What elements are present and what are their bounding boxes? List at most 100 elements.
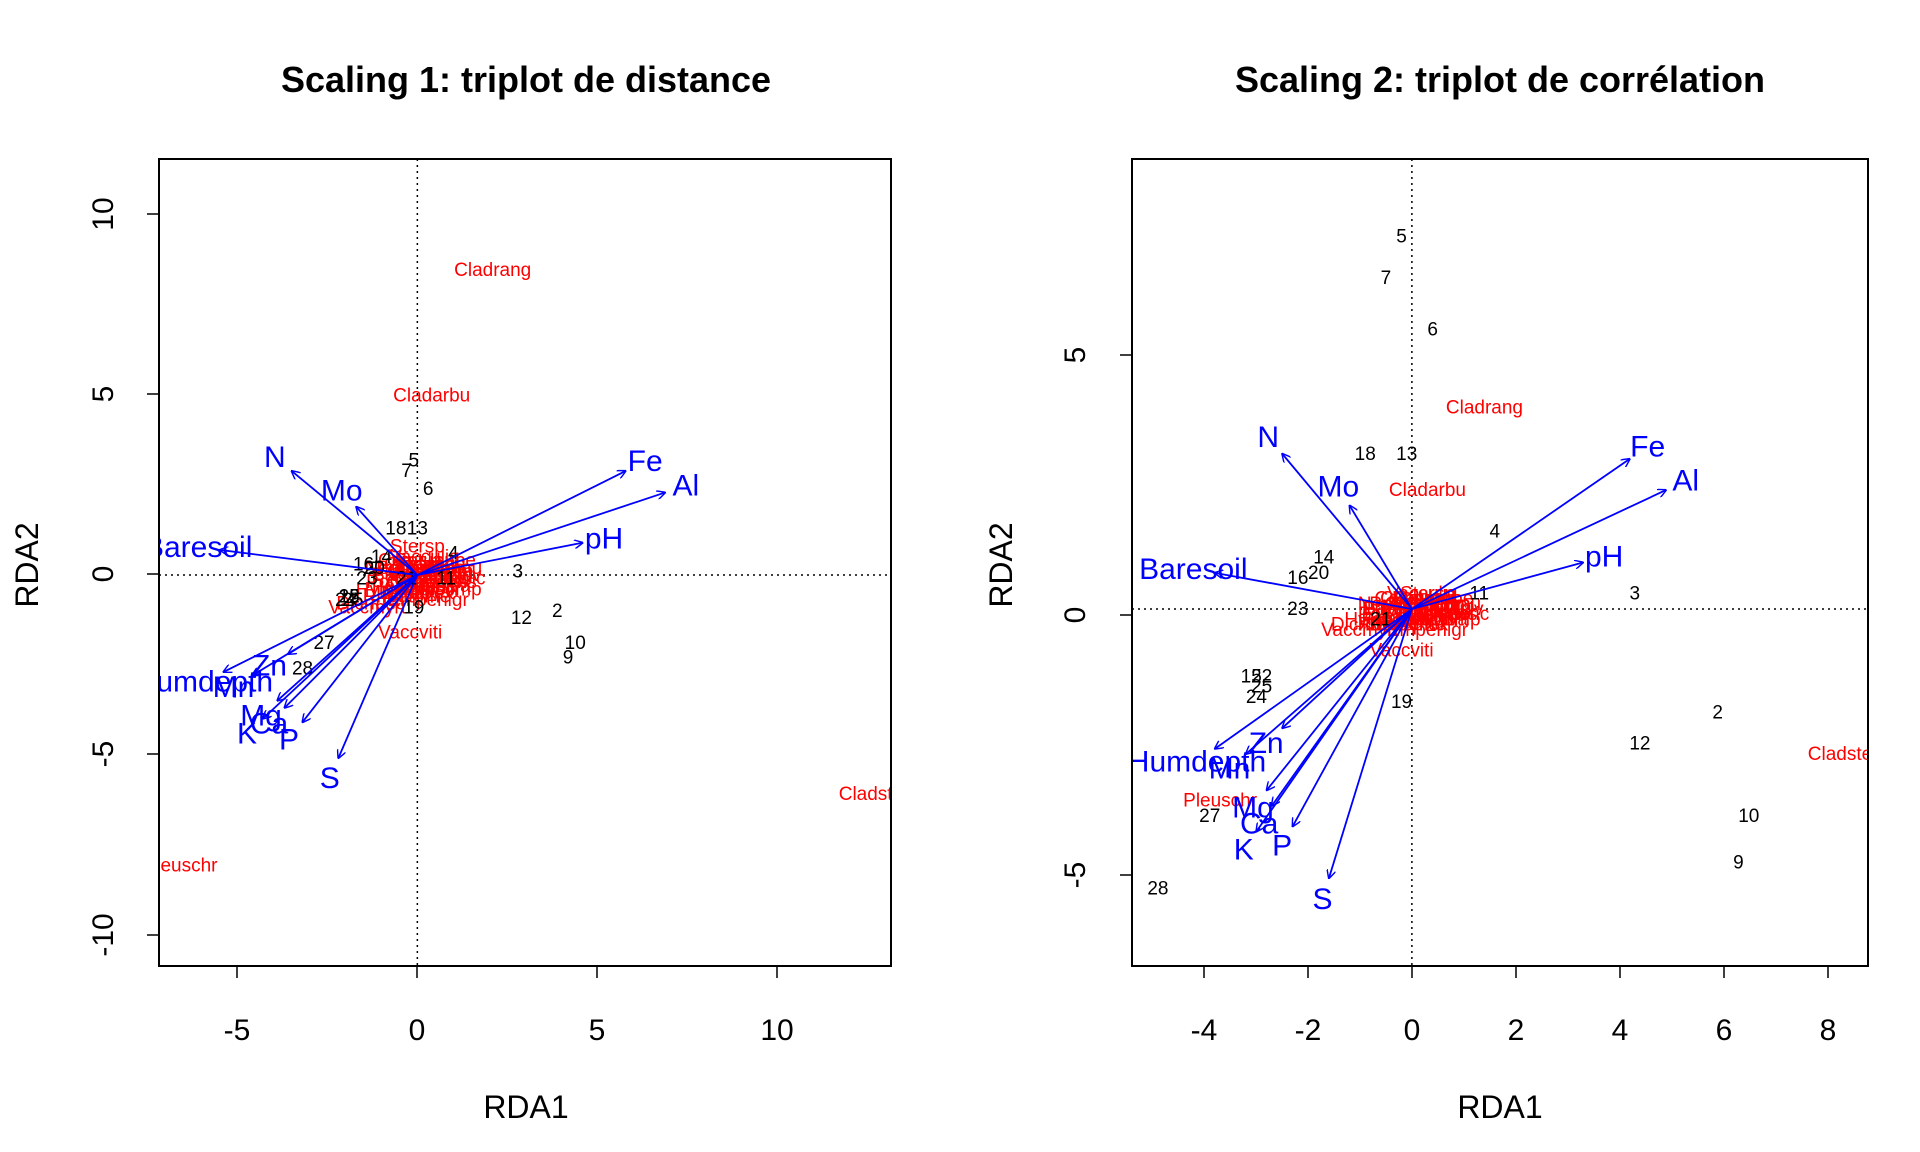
env-arrow [356,507,419,576]
species-label: Cladbotr [385,576,457,597]
plot-frame [1131,158,1869,967]
species-label: Polypili [1397,609,1457,630]
panel-2-y-axis-label: RDA2 [983,522,1019,607]
site-label: 22 [1251,666,1272,687]
panel-1-x-tick: 5 [589,1014,606,1047]
panel-scaling-2: Scaling 2: triplot de corrélation RDA1 R… [983,59,1877,1125]
site-label: 14 [371,547,393,568]
panel-2-ticks: -4 -2 0 2 4 6 8 -5 0 5 [1059,347,1836,1047]
env-arrow [1411,459,1630,610]
env-variable-label: K [237,718,257,751]
species-label: Diphcomp [1395,609,1481,630]
panel-2-title: Scaling 2: triplot de corrélation [1235,59,1765,100]
plot-content: CladrangCladarbuCladstelPleuschrSterspVa… [1128,159,1877,966]
site-label: 6 [1427,320,1438,341]
site-label: 20 [364,558,385,579]
plot-content: CladrangCladarbuCladstelPleuschrSterspVa… [135,159,908,966]
panel-2-y-tick: 0 [1059,607,1092,624]
panel-2-x-tick: 8 [1820,1014,1837,1047]
site-label: 15 [339,587,360,608]
env-arrow [1282,454,1413,610]
env-variable-label: N [264,441,286,474]
site-label: 2 [552,601,563,622]
env-variable-label: Fe [1630,431,1665,464]
species-label: Vaccviti [378,622,442,643]
site-label: 3 [513,561,524,582]
site-label: 20 [1308,563,1329,584]
site-label: 4 [448,544,459,565]
env-arrow [1293,608,1413,826]
species-label: Flavniva [1397,609,1468,630]
species-label: Cladrang [1446,397,1523,418]
panel-1-y-tick: -10 [87,913,120,956]
panel-scaling-1: Scaling 1: triplot de distance RDA1 RDA2… [9,59,908,1125]
site-label: 7 [401,461,412,482]
env-arrow [220,550,418,576]
site-label: 23 [357,569,378,590]
panel-1-x-axis-label: RDA1 [483,1089,568,1125]
env-variable-label: Fe [628,445,663,478]
species-label: Cladarbu [1389,480,1466,501]
panel-2-x-tick: 0 [1404,1014,1421,1047]
site-label: 19 [1391,692,1412,713]
env-variable-label: Baresoil [1139,553,1247,586]
site-label: 5 [1396,227,1407,248]
species-label: Cladstel [1808,744,1877,765]
panel-1-y-tick: 5 [87,386,120,403]
panel-2-x-axis-label: RDA1 [1457,1089,1542,1125]
species-label: Stersp [390,536,445,557]
site-label: 16 [1287,568,1308,589]
panel-2-x-tick: -2 [1295,1014,1322,1047]
env-arrow [224,574,418,672]
species-label: Icmaeric [414,569,486,590]
env-variable-label: Mn [213,671,255,704]
env-variable-label: K [1234,834,1254,867]
site-label: 4 [1490,521,1501,542]
species-label: Pohlnuta [376,558,451,579]
env-variable-label: S [1312,883,1332,916]
panel-2-x-tick: 2 [1508,1014,1525,1047]
site-label: 28 [1147,878,1168,899]
species-label: Cladstel [839,784,908,805]
site-label: 9 [1733,853,1744,874]
site-label: 6 [423,479,434,500]
species-label: Cladcris [408,572,477,593]
species-label: Vaccmyrt [1321,620,1399,641]
species-label: Cladamau [1394,594,1481,615]
site-label: 5 [408,450,419,471]
env-arrow [292,471,418,576]
site-label: 10 [565,633,586,654]
env-arrow [1282,608,1413,728]
site-label: 16 [353,554,374,575]
env-arrow [1411,490,1666,610]
env-arrow [1350,506,1413,610]
panel-2-plot-area: CladrangCladarbuCladstelPleuschrSterspVa… [1120,158,1877,978]
env-variable-label: N [1257,421,1279,454]
site-label: 24 [335,590,357,611]
env-variable-label: Al [1672,465,1699,498]
env-arrow [1267,608,1413,790]
site-label: 25 [1251,677,1272,698]
env-variable-label: Mn [1209,752,1251,785]
site-label: 15 [1241,666,1262,687]
site-label: 18 [1355,444,1376,465]
env-arrow [1329,608,1413,878]
panel-1-y-tick: -5 [87,741,120,768]
env-variable-label: Humdepth [135,666,273,699]
env-arrow [1256,608,1413,831]
site-label: 24 [1246,687,1268,708]
panel-1-y-tick: 0 [87,566,120,583]
env-variable-label: Humdepth [1128,745,1266,778]
env-arrow [1246,608,1413,754]
species-label: Icmaeric [1417,604,1489,625]
plot-frame [158,158,892,967]
env-arrow [288,574,418,654]
env-variable-label: Baresoil [144,531,252,564]
species-label: Diphcomp [396,579,482,600]
site-label: 7 [1381,268,1392,289]
species-label: Cladfimb [1395,604,1470,625]
site-label: 27 [1199,806,1220,827]
env-variable-label: Mg [1232,791,1274,824]
env-variable-label: Zn [252,649,287,682]
env-variable-label: pH [585,523,623,556]
